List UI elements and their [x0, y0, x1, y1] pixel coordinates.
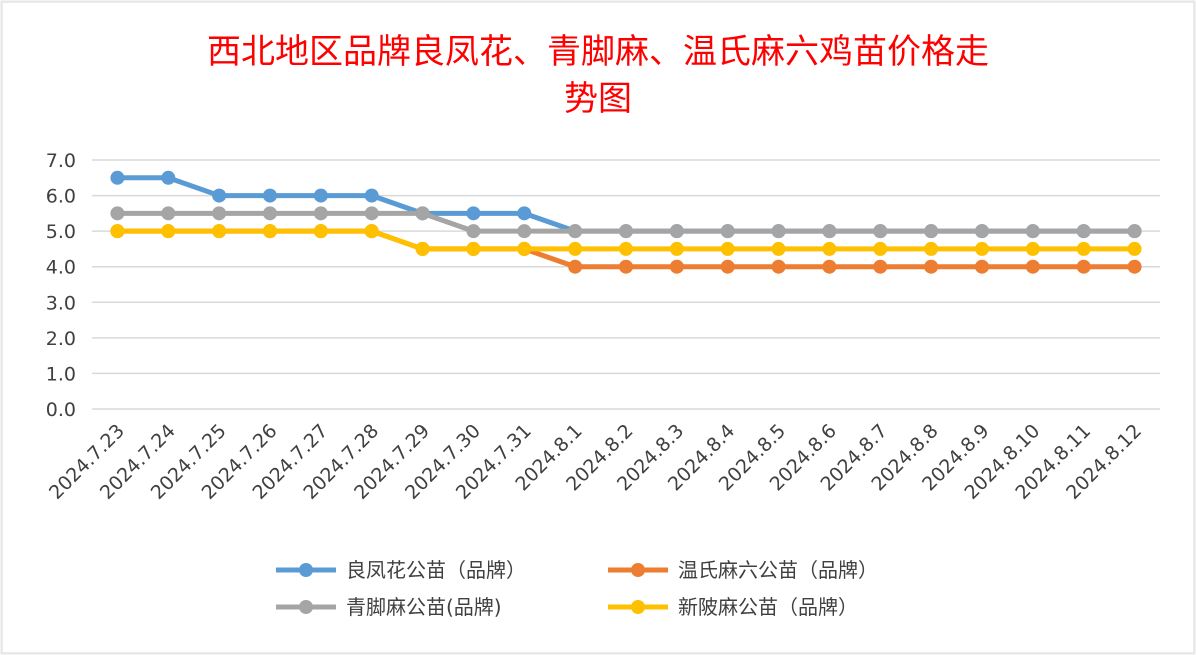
- data-point: [1025, 259, 1040, 274]
- data-point: [1076, 224, 1091, 239]
- data-point: [720, 259, 735, 274]
- data-point: [263, 224, 277, 239]
- data-point: [110, 206, 125, 221]
- data-point: [161, 206, 176, 221]
- series-a5a5a5: [110, 206, 1142, 239]
- data-point: [568, 224, 583, 239]
- y-tick-label: 2.0: [46, 328, 76, 350]
- data-point: [924, 259, 939, 274]
- legend-item: 温氏麻六公苗（品牌）: [608, 558, 878, 582]
- data-point: [161, 224, 176, 239]
- data-point: [873, 259, 888, 274]
- data-point: [517, 241, 532, 256]
- data-point: [517, 224, 532, 239]
- data-point: [1127, 224, 1142, 239]
- y-tick-label: 0.0: [46, 399, 76, 421]
- legend-label: 温氏麻六公苗（品牌）: [678, 558, 878, 582]
- legend-item: 青脚麻公苗(品牌): [276, 595, 502, 619]
- data-point: [1025, 241, 1040, 256]
- data-point: [771, 259, 786, 274]
- data-point: [263, 206, 277, 221]
- data-point: [364, 206, 379, 221]
- data-point: [1076, 241, 1091, 256]
- data-point: [364, 188, 379, 203]
- data-point: [1025, 224, 1040, 239]
- data-point: [212, 224, 227, 239]
- data-point: [975, 241, 989, 256]
- legend-swatch-marker: [631, 563, 645, 577]
- y-tick-label: 4.0: [46, 257, 76, 279]
- data-point: [669, 224, 684, 239]
- data-point: [975, 224, 989, 239]
- data-point: [822, 259, 837, 274]
- legend: 良凤花公苗（品牌） 温氏麻六公苗（品牌） 青脚麻公苗(品牌) 新陂麻公苗（品牌）: [276, 558, 878, 619]
- data-point: [1127, 259, 1142, 274]
- series-ffc000: [110, 224, 1142, 256]
- y-tick-label: 1.0: [46, 363, 76, 385]
- data-point: [924, 241, 939, 256]
- data-point: [466, 224, 481, 239]
- data-point: [873, 224, 888, 239]
- data-point: [161, 170, 176, 185]
- data-point: [364, 224, 379, 239]
- data-point: [415, 241, 430, 256]
- data-point: [924, 224, 939, 239]
- legend-label: 青脚麻公苗(品牌): [346, 595, 502, 619]
- y-tick-label: 5.0: [46, 221, 76, 243]
- legend-label: 新陂麻公苗（品牌）: [678, 595, 858, 619]
- chart-title-line2: 势图: [564, 79, 632, 119]
- data-point: [720, 224, 735, 239]
- data-point: [669, 241, 684, 256]
- data-point: [517, 206, 532, 221]
- data-point: [212, 206, 227, 221]
- data-point: [873, 241, 888, 256]
- y-tick-label: 6.0: [46, 186, 76, 208]
- data-point: [313, 188, 328, 203]
- data-point: [669, 259, 684, 274]
- legend-swatch-marker: [299, 600, 313, 614]
- data-point: [568, 259, 583, 274]
- data-point: [263, 188, 277, 203]
- data-point: [415, 206, 430, 221]
- legend-item: 良凤花公苗（品牌）: [276, 558, 526, 582]
- legend-swatch-marker: [631, 600, 645, 614]
- legend-item: 新陂麻公苗（品牌）: [608, 595, 858, 619]
- data-point: [1076, 259, 1091, 274]
- data-point: [568, 241, 583, 256]
- data-point: [822, 224, 837, 239]
- data-point: [975, 259, 989, 274]
- data-point: [619, 259, 633, 274]
- data-point: [466, 206, 481, 221]
- data-point: [313, 206, 328, 221]
- y-axis-tick-labels: 0.0 1.0 2.0 3.0 4.0 5.0 6.0 7.0: [46, 150, 76, 421]
- data-point: [313, 224, 328, 239]
- data-point: [212, 188, 227, 203]
- data-point: [619, 224, 633, 239]
- data-point: [771, 224, 786, 239]
- y-tick-label: 3.0: [46, 292, 76, 314]
- data-point: [771, 241, 786, 256]
- y-tick-label: 7.0: [46, 150, 76, 172]
- data-point: [1127, 241, 1142, 256]
- data-point: [619, 241, 633, 256]
- legend-swatch-marker: [299, 563, 313, 577]
- data-point: [110, 224, 125, 239]
- data-point: [466, 241, 481, 256]
- data-point: [720, 241, 735, 256]
- legend-label: 良凤花公苗（品牌）: [346, 558, 526, 582]
- chart-title-line1: 西北地区品牌良凤花、青脚麻、温氏麻六鸡苗价格走: [207, 32, 989, 72]
- data-point: [110, 170, 125, 185]
- series-lines: [110, 170, 1142, 274]
- data-point: [822, 241, 837, 256]
